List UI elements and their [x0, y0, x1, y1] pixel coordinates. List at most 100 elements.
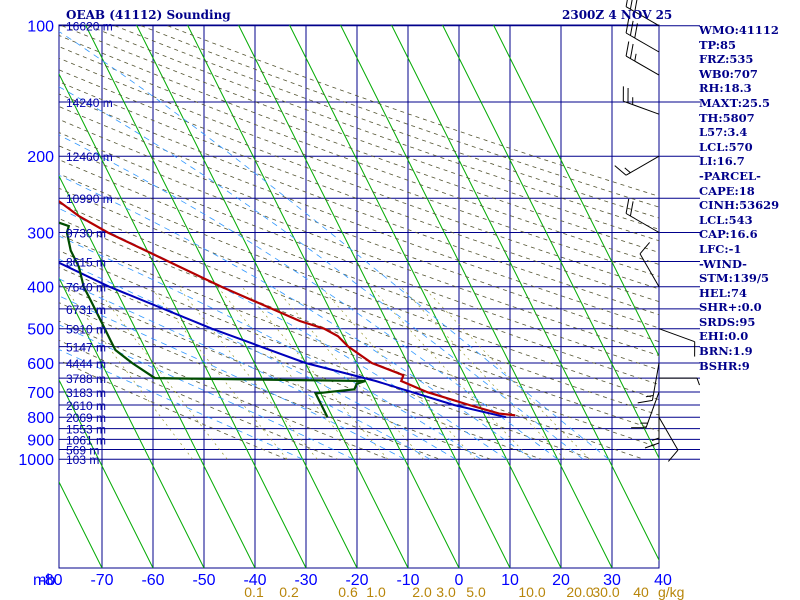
stat-line: FRZ:535: [699, 52, 754, 67]
height-label: 7640 m: [66, 281, 106, 295]
moist-adiabat-line: [59, 86, 584, 460]
stat-line: -WIND-: [699, 256, 747, 271]
temperature-tick-label: 20: [552, 572, 570, 589]
moist-adiabat-line: [59, 174, 533, 460]
dry-adiabat-line: [59, 57, 659, 277]
dry-adiabat-line: [59, 118, 659, 343]
temperature-tick-label: -10: [396, 572, 419, 589]
mixing-ratio-line: [217, 286, 362, 460]
temperature-profile-line: [59, 199, 516, 417]
height-label: 14240 m: [66, 96, 113, 110]
wind-barb: [625, 198, 660, 233]
stat-line: MAXT:25.5: [699, 95, 770, 110]
stat-line: STM:139/5: [699, 271, 770, 286]
temperature-tick-label: -80: [39, 572, 62, 589]
isotherm-line: [136, 25, 409, 568]
chart-title: OEAB (41112) Sounding: [66, 8, 231, 22]
height-label: 12460 m: [66, 150, 113, 164]
isotherm-line: [238, 25, 511, 568]
dry-adiabat-line: [59, 202, 659, 432]
mixing-ratio-label: 0.2: [279, 584, 299, 600]
isotherm-line: [59, 276, 205, 568]
pressure-tick-label: 400: [27, 280, 54, 297]
wind-barb: [658, 416, 679, 462]
dry-adiabat-line: [59, 267, 542, 460]
height-label: 103 m: [66, 453, 99, 467]
isotherm-line: [59, 72, 307, 568]
height-label: 3788 m: [66, 372, 106, 386]
moist-adiabat-line: [59, 278, 431, 460]
height-label: 2069 m: [66, 411, 106, 425]
moist-adiabat-line: [59, 295, 405, 460]
mixing-ratio-line: [400, 286, 566, 460]
wind-barb: [658, 328, 696, 357]
wind-barb: [625, 18, 660, 53]
height-label: 5147 m: [66, 341, 106, 355]
isotherms: [59, 25, 659, 568]
dry-adiabat-line: [59, 46, 659, 265]
moist-adiabat-line: [59, 134, 558, 460]
mixing-ratio-label: 40: [633, 584, 649, 600]
height-label: 9730 m: [66, 227, 106, 241]
dry-adiabat-line: [59, 233, 644, 460]
pressure-unit-label: mb: [33, 572, 55, 589]
temperature-tick-label: 0: [455, 572, 464, 589]
height-label: 5910 m: [66, 323, 106, 337]
isotherm-line: [59, 378, 154, 568]
pressure-tick-label: 200: [27, 149, 54, 166]
isotherm-line: [340, 25, 613, 568]
wind-barb: [644, 405, 660, 449]
dry-adiabat-line: [59, 320, 389, 460]
stats-panel: WMO:41112 TP:85 FRZ:535 WB0:707 RH:18.3 MAXT:…: [699, 23, 779, 373]
isotherm-line: [493, 25, 659, 358]
isotherm-line: [391, 25, 659, 562]
stat-line: WMO:41112: [699, 23, 779, 37]
moist-adiabat-line: [59, 31, 609, 460]
chart-grid: [58, 24, 700, 569]
stat-line: CINH:53629: [699, 198, 780, 213]
height-label: 16620 m: [66, 20, 113, 34]
mixing-ratio-line: [274, 286, 424, 460]
wind-barb: [637, 362, 660, 404]
mixing-ratio-line: [422, 286, 590, 460]
temperature-tick-label: -30: [294, 572, 317, 589]
dry-adiabat-line: [59, 81, 659, 303]
temperature-tick-label: 40: [654, 572, 672, 589]
mixing-ratio-label: 20.0: [566, 584, 593, 600]
pressure-tick-label: 900: [27, 432, 54, 449]
moist-adiabat-line: [59, 208, 507, 460]
stat-line: LI:16.7: [699, 154, 745, 169]
mixing-ratio-label: 2.0: [412, 584, 432, 600]
adiabat-lines: [59, 25, 659, 460]
wind-barb: [622, 86, 660, 115]
dry-adiabat-line: [59, 173, 659, 401]
height-label: 10990 m: [66, 192, 113, 206]
stat-line: LCL:543: [699, 212, 753, 227]
isotherm-line: [187, 25, 460, 568]
stat-line: RH:18.3: [699, 81, 752, 96]
isotherm-line: [442, 25, 659, 460]
height-label: 569 m: [66, 444, 99, 458]
mixing-ratio-label: 5.0: [466, 584, 486, 600]
dry-adiabat-line: [88, 25, 659, 230]
dry-adiabat-line: [59, 106, 659, 329]
stat-line: LFC:-1: [699, 241, 742, 256]
mixing-ratio-label: 0.6: [338, 584, 358, 600]
stat-line: TH:5807: [699, 110, 755, 125]
dry-adiabat-line: [59, 69, 659, 290]
dry-adiabat-line: [61, 25, 659, 242]
mixing-ratio-label: 3.0: [436, 584, 456, 600]
moist-adiabat-line: [59, 324, 354, 460]
height-label: 3183 m: [66, 386, 106, 400]
stat-line: L57:3.4: [699, 125, 748, 140]
temperature-tick-label: 10: [501, 572, 519, 589]
moist-adiabat-line: [59, 349, 303, 460]
pressure-tick-label: 100: [27, 19, 54, 36]
mixing-ratio-line: [63, 286, 193, 460]
isotherm-line: [59, 174, 256, 568]
height-label: 4444 m: [66, 357, 106, 371]
mixing-ratio-line: [177, 286, 318, 460]
temperature-tick-label: -50: [192, 572, 215, 589]
